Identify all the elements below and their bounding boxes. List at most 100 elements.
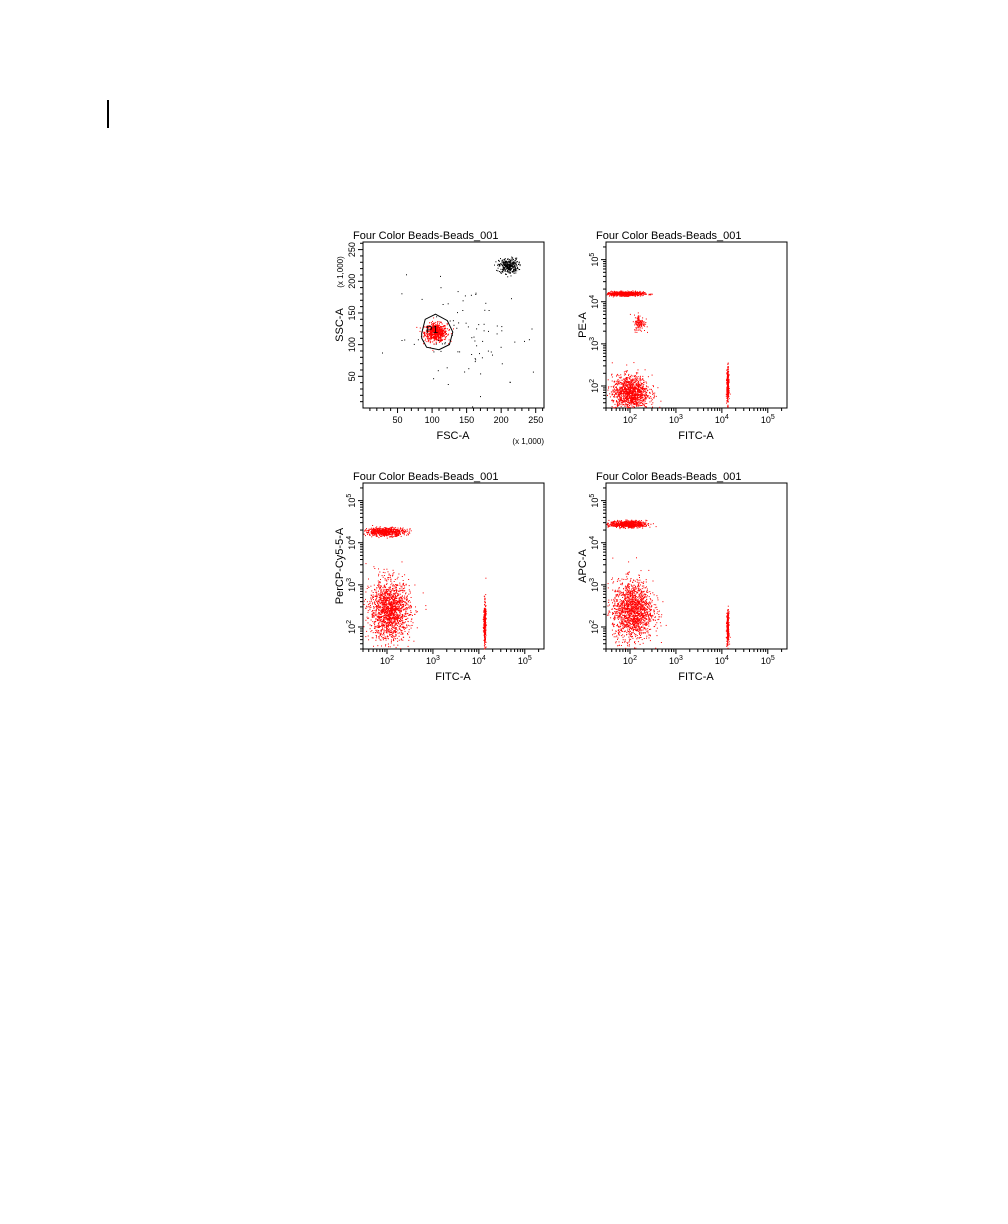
- event-dot: [365, 598, 366, 600]
- event-dot: [630, 376, 632, 378]
- event-dot: [396, 593, 398, 595]
- event-dot: [634, 384, 636, 386]
- event-dot: [613, 290, 615, 292]
- event-dot: [377, 532, 379, 533]
- event-dot: [632, 402, 634, 404]
- event-dot: [425, 335, 427, 337]
- event-dot: [376, 535, 378, 537]
- event-dot: [630, 392, 632, 394]
- event-dot: [437, 337, 439, 339]
- event-dot: [368, 530, 370, 532]
- event-dot: [638, 397, 640, 399]
- event-dot: [642, 387, 643, 389]
- event-dot: [502, 267, 504, 269]
- event-dot: [401, 293, 403, 295]
- event-dot: [499, 265, 501, 267]
- event-dot: [617, 292, 619, 294]
- event-dot: [380, 599, 382, 601]
- event-dot: [374, 614, 376, 616]
- event-dot: [631, 385, 633, 387]
- event-dot: [393, 532, 395, 534]
- event-dot: [424, 340, 426, 342]
- event-dot: [727, 370, 729, 372]
- event-dot: [627, 296, 629, 297]
- event-dot: [629, 294, 631, 296]
- event-dot: [391, 598, 393, 599]
- event-dot: [385, 601, 386, 603]
- event-dot: [638, 294, 640, 296]
- event-dot: [373, 534, 375, 536]
- event-dot: [503, 263, 505, 265]
- event-dot: [621, 402, 623, 404]
- event-dot: [402, 530, 404, 531]
- event-dot: [378, 624, 380, 626]
- event-dot: [376, 601, 377, 603]
- event-dot: [496, 325, 498, 327]
- event-dot: [391, 613, 393, 615]
- event-dot: [638, 319, 640, 321]
- event-dot: [617, 406, 619, 407]
- event-dot: [488, 310, 490, 311]
- event-dot: [385, 529, 386, 531]
- event-dot: [395, 530, 396, 532]
- event-dot: [480, 373, 482, 375]
- event-dot: [386, 528, 388, 530]
- event-dot: [632, 400, 634, 402]
- event-dot: [388, 532, 390, 533]
- event-dot: [404, 630, 406, 632]
- event-dot: [407, 645, 409, 647]
- event-dot: [618, 395, 620, 396]
- event-dot: [492, 354, 493, 356]
- event-dot: [645, 397, 647, 399]
- event-dot: [508, 263, 510, 265]
- event-dot: [625, 291, 627, 293]
- event-dot: [428, 325, 430, 327]
- event-dot: [438, 332, 440, 334]
- event-dot: [377, 600, 379, 602]
- event-dot: [372, 616, 374, 618]
- event-dot: [619, 393, 621, 395]
- event-dot: [445, 330, 447, 332]
- x-tick-label: 150: [459, 415, 474, 425]
- event-dot: [635, 323, 637, 325]
- event-dot: [611, 376, 613, 378]
- event-dot: [384, 612, 386, 614]
- event-dot: [617, 384, 619, 386]
- event-dot: [386, 635, 388, 637]
- event-dot: [652, 385, 654, 386]
- event-dot: [387, 593, 389, 595]
- event-dot: [726, 375, 728, 377]
- event-dot: [630, 380, 632, 382]
- event-dot: [627, 392, 629, 394]
- event-dot: [646, 293, 647, 295]
- event-dot: [436, 332, 438, 333]
- event-dot: [634, 291, 636, 293]
- event-dot: [637, 399, 639, 401]
- event-dot: [621, 391, 622, 392]
- event-dot: [640, 390, 642, 392]
- event-dot: [500, 272, 502, 274]
- event-dot: [727, 373, 729, 375]
- event-dot: [440, 331, 442, 333]
- event-dot: [634, 394, 636, 396]
- event-dot: [391, 536, 393, 538]
- event-dot: [620, 399, 621, 401]
- event-dot: [440, 327, 442, 329]
- y-tick-label: 150: [347, 305, 357, 320]
- event-dot: [419, 327, 421, 329]
- event-dot: [427, 340, 429, 341]
- event-dot: [641, 292, 643, 294]
- event-dot: [471, 354, 473, 355]
- event-dot: [430, 334, 432, 336]
- event-dot: [436, 324, 438, 326]
- event-dot: [440, 339, 442, 341]
- event-dot: [372, 532, 374, 534]
- event-dot: [387, 533, 389, 535]
- event-dot: [626, 405, 628, 407]
- event-dot: [395, 596, 397, 598]
- event-dot: [634, 296, 636, 297]
- event-dot: [383, 608, 385, 610]
- event-dot: [376, 533, 378, 535]
- event-dot: [513, 261, 515, 263]
- event-dot: [379, 581, 381, 583]
